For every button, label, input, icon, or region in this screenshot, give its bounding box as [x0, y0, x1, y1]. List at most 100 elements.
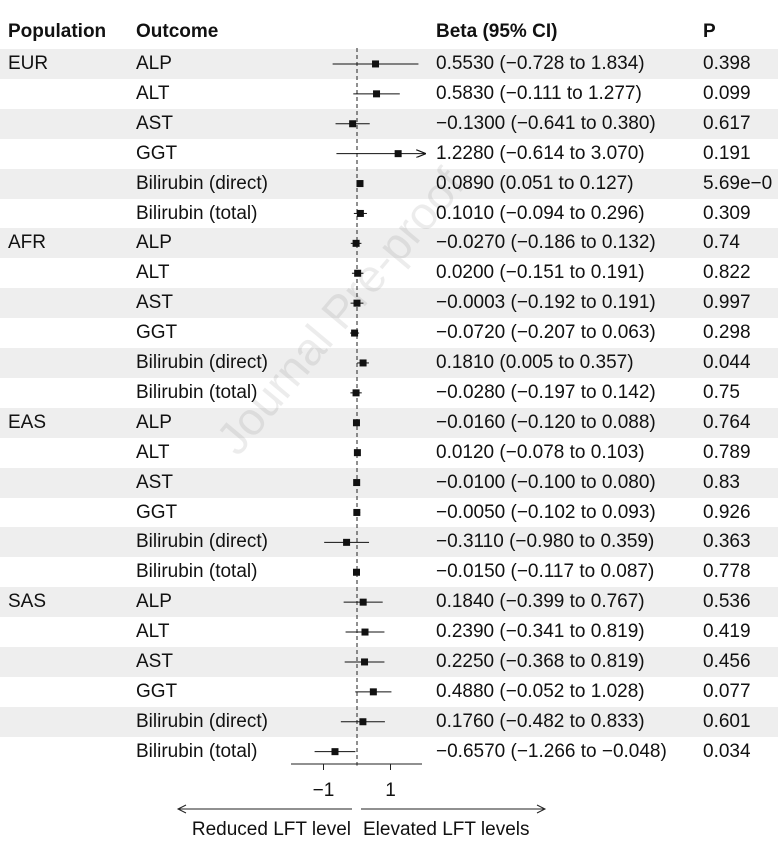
point-estimate [359, 598, 367, 606]
p-value: 0.536 [703, 591, 751, 613]
p-value: 0.419 [703, 621, 751, 643]
outcome-label: Bilirubin (total) [136, 561, 258, 583]
table-row: GGT −0.0720 (−0.207 to 0.063) 0.298 [0, 318, 778, 348]
outcome-label: ALT [136, 82, 170, 104]
beta-ci-text: 0.0890 (0.051 to 0.127) [436, 172, 634, 194]
outcome-label: GGT [136, 142, 178, 164]
x-tick-label: 1 [385, 780, 396, 801]
point-estimate [394, 150, 402, 158]
p-value: 0.74 [703, 232, 740, 254]
table-row: AFR ALP −0.0270 (−0.186 to 0.132) 0.74 [0, 228, 778, 259]
p-value: 0.034 [703, 740, 751, 762]
population-label: AFR [8, 232, 46, 254]
population-label: EUR [8, 53, 49, 74]
point-estimate [349, 120, 357, 128]
beta-ci-text: 0.1010 (−0.094 to 0.296) [436, 202, 645, 224]
p-value: 0.363 [703, 531, 751, 553]
table-row: AST −0.0100 (−0.100 to 0.080) 0.83 [0, 467, 778, 498]
beta-ci-text: −0.1300 (−0.641 to 0.380) [436, 112, 656, 134]
beta-ci-text: −0.0270 (−0.186 to 0.132) [436, 232, 656, 254]
table-row: AST 0.2250 (−0.368 to 0.819) 0.456 [0, 647, 778, 677]
p-value: 0.456 [703, 651, 751, 672]
outcome-label: ALP [136, 53, 172, 74]
beta-ci-text: 0.5830 (−0.111 to 1.277) [436, 82, 642, 104]
p-value: 0.997 [703, 292, 751, 314]
table-row: Bilirubin (total) 0.1010 (−0.094 to 0.296… [0, 199, 778, 229]
p-value: 0.83 [703, 471, 740, 493]
outcome-label: AST [136, 112, 173, 134]
table-row: Bilirubin (direct) −0.3110 (−0.980 to 0.3… [0, 527, 778, 558]
outcome-label: ALP [136, 591, 172, 613]
header-outcome: Outcome [136, 21, 219, 42]
point-estimate [359, 359, 367, 367]
beta-ci-text: 0.4880 (−0.052 to 1.028) [436, 680, 645, 702]
point-estimate [331, 748, 339, 756]
outcome-label: ALP [136, 232, 172, 254]
table-row: SAS ALP 0.1840 (−0.399 to 0.767) 0.536 [0, 587, 778, 618]
p-value: 0.617 [703, 112, 751, 134]
point-estimate [356, 209, 364, 217]
outcome-label: Bilirubin (direct) [136, 172, 268, 194]
outcome-label: ALT [136, 441, 170, 463]
table-row: GGT 1.2280 (−0.614 to 3.070) 0.191 [0, 139, 778, 169]
outcome-label: GGT [136, 322, 178, 344]
x-tick-label: −1 [313, 780, 335, 801]
p-value: 0.044 [703, 352, 751, 373]
p-value: 0.309 [703, 202, 751, 224]
table-row: Bilirubin (direct) 0.0890 (0.051 to 0.127… [0, 168, 778, 199]
point-estimate [352, 568, 360, 576]
beta-ci-text: −0.0003 (−0.192 to 0.191) [436, 292, 656, 314]
beta-ci-text: 0.1840 (−0.399 to 0.767) [436, 591, 645, 613]
table-row: Bilirubin (direct) 0.1810 (0.005 to 0.357… [0, 348, 778, 378]
point-estimate [353, 479, 361, 487]
p-value: 0.398 [703, 53, 751, 74]
point-estimate [354, 269, 362, 277]
beta-ci-text: 0.5530 (−0.728 to 1.834) [436, 53, 645, 74]
table-row: Bilirubin (total) −0.6570 (−1.266 to −0.0… [0, 737, 778, 767]
outcome-label: Bilirubin (total) [136, 202, 258, 224]
p-value: 0.778 [703, 561, 751, 583]
header-beta: Beta (95% CI) [436, 21, 558, 42]
beta-ci-text: 0.1810 (0.005 to 0.357) [436, 352, 634, 373]
beta-ci-text: −0.0720 (−0.207 to 0.063) [436, 322, 656, 344]
p-value: 0.926 [703, 501, 751, 523]
population-label: EAS [8, 411, 47, 433]
p-value: 0.764 [703, 411, 751, 433]
direction-label-left: Reduced LFT level [192, 819, 351, 840]
beta-ci-text: 0.1760 (−0.482 to 0.833) [436, 710, 645, 732]
table-row: ALT 0.0200 (−0.151 to 0.191) 0.822 [0, 258, 778, 288]
beta-ci-text: 0.0120 (−0.078 to 0.103) [436, 441, 645, 463]
table-row: Bilirubin (total) −0.0280 (−0.197 to 0.14… [0, 378, 778, 408]
table-row: Bilirubin (direct) 0.1760 (−0.482 to 0.83… [0, 706, 778, 737]
p-value: 0.191 [703, 142, 751, 164]
beta-ci-text: 0.2390 (−0.341 to 0.819) [436, 621, 645, 643]
point-estimate [353, 299, 361, 307]
population-label: SAS [8, 591, 47, 613]
beta-ci-text: −0.6570 (−1.266 to −0.048) [436, 740, 667, 762]
table-row: GGT 0.4880 (−0.052 to 1.028) 0.077 [0, 677, 778, 707]
outcome-label: AST [136, 471, 173, 493]
point-estimate [352, 389, 360, 397]
point-estimate [359, 718, 367, 726]
point-estimate [352, 419, 360, 427]
beta-ci-text: 1.2280 (−0.614 to 3.070) [436, 142, 645, 164]
point-estimate [353, 508, 361, 516]
outcome-label: Bilirubin (direct) [136, 352, 268, 373]
point-estimate [343, 538, 351, 546]
direction-label-right: Elevated LFT levels [363, 819, 530, 840]
point-estimate [369, 688, 377, 696]
outcome-label: Bilirubin (direct) [136, 710, 268, 732]
table-row: AST −0.1300 (−0.641 to 0.380) 0.617 [0, 108, 778, 139]
beta-ci-text: −0.0150 (−0.117 to 0.087) [436, 561, 655, 583]
table-row: EAS ALP −0.0160 (−0.120 to 0.088) 0.764 [0, 407, 778, 438]
beta-ci-text: −0.0160 (−0.120 to 0.088) [436, 411, 656, 433]
point-estimate [372, 60, 380, 68]
outcome-label: Bilirubin (total) [136, 381, 258, 403]
outcome-label: Bilirubin (direct) [136, 531, 268, 553]
p-value: 5.69e−0 [703, 172, 773, 194]
table-row: Bilirubin (total) −0.0150 (−0.117 to 0.08… [0, 557, 778, 587]
header-p: P [703, 21, 716, 42]
p-value: 0.298 [703, 322, 751, 344]
point-estimate [361, 658, 369, 666]
outcome-label: AST [136, 292, 173, 314]
